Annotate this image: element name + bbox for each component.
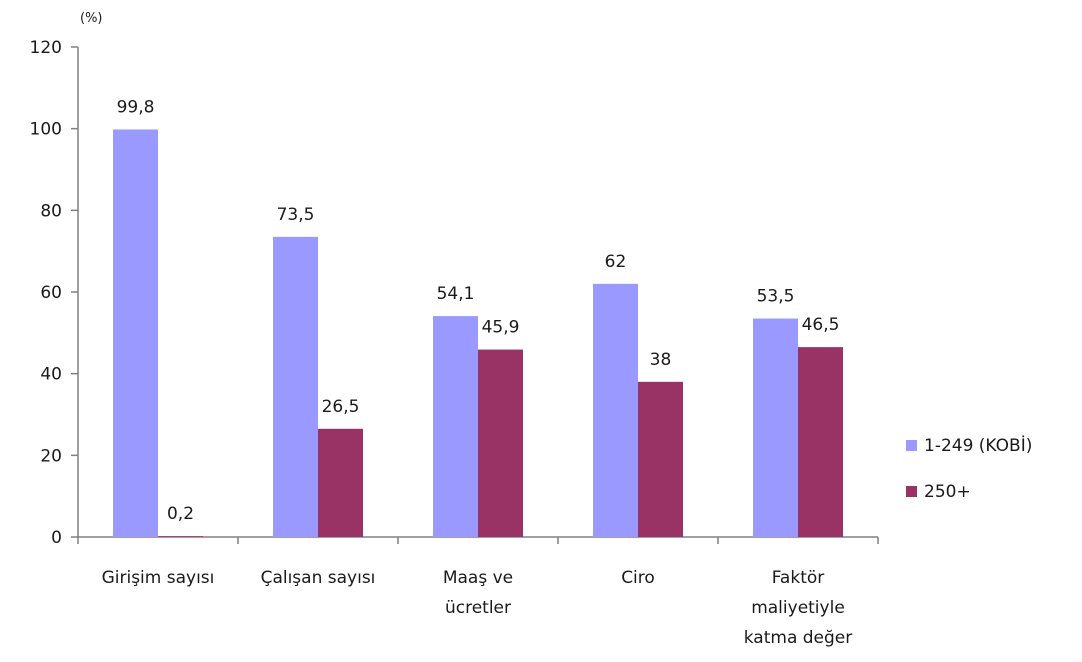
x-category-label: katma değer [744,628,853,648]
y-tick-label: 100 [30,120,62,140]
bar-250-plus [158,536,203,537]
y-tick-label: 20 [40,446,62,466]
x-category-label: Maaş ve [443,568,513,588]
data-label: 54,1 [437,284,475,304]
data-label: 46,5 [802,315,840,335]
y-unit-label: (%) [80,11,103,26]
legend-swatch [906,486,917,497]
bar-250-plus [798,347,843,537]
bar-kobi [273,236,318,537]
x-category-label: Çalışan sayısı [261,568,376,588]
x-category-label: Ciro [621,568,655,588]
data-labels: 99,8 73,5 54,1 62 53,5 0,2 26,5 45,9 38 46,5 [117,97,840,524]
data-label: 38 [650,350,672,370]
y-tick-label: 0 [51,528,62,548]
x-category-label: Faktör [772,568,825,588]
legend-swatch [906,440,917,451]
data-label: 45,9 [482,318,520,338]
legend-label: 1-249 (KOBİ) [924,435,1032,456]
data-label: 73,5 [277,205,315,225]
data-label: 99,8 [117,97,155,117]
data-label: 62 [605,252,627,272]
bar-kobi [433,316,478,537]
x-category-label: maliyetiyle [751,598,845,618]
axes: 0 20 40 60 80 100 120 Girişim sayısı Çalışan say… [30,38,879,648]
bar-250-plus [478,349,523,537]
y-tick-label: 80 [40,201,62,221]
bar-kobi [753,318,798,537]
legend-label: 250+ [924,482,971,502]
y-tick-label: 60 [40,283,62,303]
bar-kobi [593,283,638,537]
bar-250-plus [318,428,363,537]
data-label: 53,5 [757,287,795,307]
y-tick-label: 40 [40,365,62,385]
legend: 1-249 (KOBİ) 250+ [906,435,1032,502]
data-label: 26,5 [322,397,360,417]
x-category-label: Girişim sayısı [102,568,215,588]
bars [113,129,843,537]
data-label: 0,2 [167,504,194,524]
y-tick-label: 120 [30,38,62,58]
x-category-label: ücretler [445,598,511,618]
bar-250-plus [638,381,683,537]
bar-kobi [113,129,158,537]
